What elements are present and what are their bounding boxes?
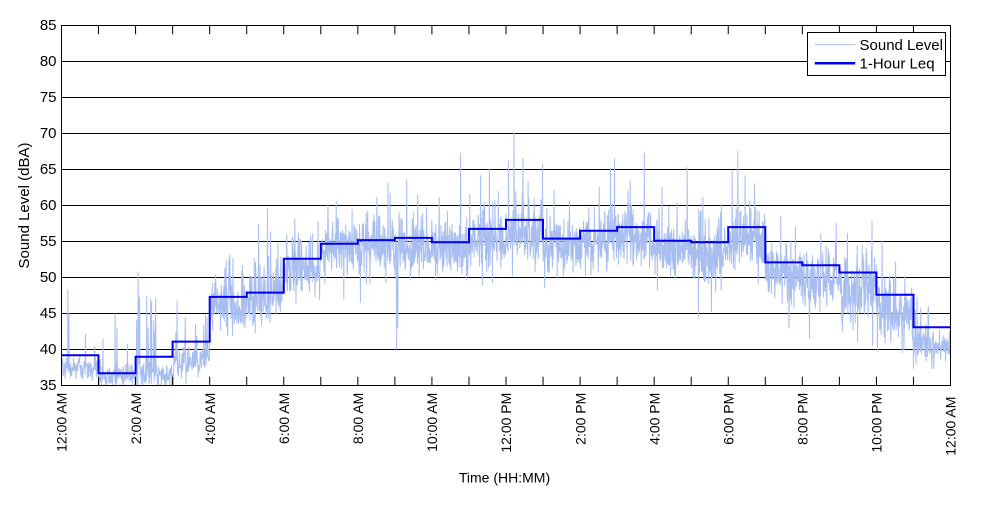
svg-text:1-Hour Leq: 1-Hour Leq (860, 55, 935, 72)
svg-text:60: 60 (40, 197, 57, 214)
svg-text:2:00 PM: 2:00 PM (572, 393, 588, 445)
svg-text:6:00 AM: 6:00 AM (276, 393, 292, 444)
svg-text:6:00 PM: 6:00 PM (721, 393, 737, 445)
svg-text:Sound Level: Sound Level (860, 37, 943, 54)
svg-text:4:00 AM: 4:00 AM (202, 393, 218, 444)
svg-text:55: 55 (40, 233, 57, 250)
svg-text:85: 85 (40, 17, 57, 34)
svg-text:70: 70 (40, 125, 57, 142)
svg-text:8:00 AM: 8:00 AM (350, 393, 366, 444)
svg-text:2:00 AM: 2:00 AM (128, 393, 144, 444)
svg-text:12:00 AM: 12:00 AM (54, 393, 70, 452)
svg-text:10:00 PM: 10:00 PM (869, 393, 885, 453)
svg-text:45: 45 (40, 305, 57, 322)
svg-text:Sound Level (dBA): Sound Level (dBA) (16, 143, 33, 269)
svg-text:12:00 AM: 12:00 AM (943, 397, 959, 456)
svg-text:40: 40 (40, 341, 57, 358)
svg-text:35: 35 (40, 377, 57, 394)
svg-text:Time (HH:MM): Time (HH:MM) (459, 470, 550, 486)
svg-text:75: 75 (40, 89, 57, 106)
svg-text:8:00 PM: 8:00 PM (795, 393, 811, 445)
svg-text:4:00 PM: 4:00 PM (646, 393, 662, 445)
svg-text:50: 50 (40, 269, 57, 286)
svg-text:12:00 PM: 12:00 PM (498, 393, 514, 453)
svg-text:80: 80 (40, 53, 57, 70)
svg-text:10:00 AM: 10:00 AM (424, 393, 440, 452)
svg-text:65: 65 (40, 161, 57, 178)
